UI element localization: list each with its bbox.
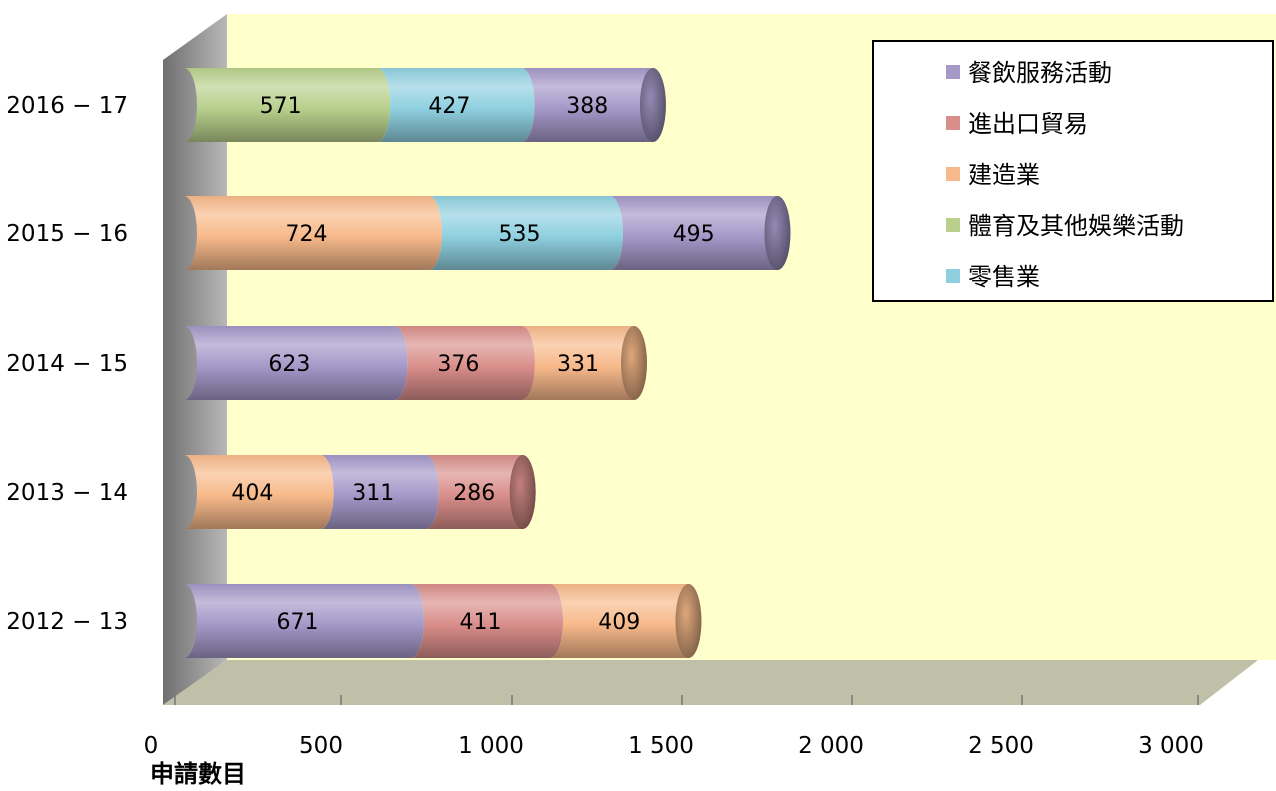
bar-end-cap (764, 196, 791, 270)
bar-value-label: 411 (460, 610, 502, 635)
bar-segment (609, 196, 791, 270)
legend-item: 進出口貿易 (946, 110, 1088, 138)
bar-value-label: 535 (498, 222, 540, 247)
legend-label: 建造業 (968, 161, 1040, 189)
x-axis-title: 申請數目 (150, 760, 246, 788)
legend-swatch (946, 269, 960, 283)
bar-value-label: 388 (566, 94, 608, 119)
y-tick-label: 2014 − 15 (6, 351, 128, 377)
bar-value-label: 495 (673, 222, 715, 247)
x-tick-label: 2 500 (968, 733, 1034, 759)
bar-value-label: 404 (231, 481, 273, 506)
bar-segment (411, 584, 564, 658)
bar-end-cap (620, 326, 647, 400)
bar-3: 724 535 495 (184, 196, 791, 270)
y-tick-label: 2016 − 17 (6, 93, 128, 119)
bar-value-label: 724 (285, 222, 327, 247)
legend-label: 餐飲服務活動 (968, 59, 1112, 87)
y-tick-label: 2015 − 16 (6, 221, 128, 247)
legend-swatch (946, 116, 960, 130)
x-tick-label: 0 (144, 733, 159, 759)
y-axis-labels: 2012 − 13 2013 − 14 2014 − 15 2015 − 16 2016… (6, 93, 128, 635)
legend-item: 零售業 (946, 263, 1040, 291)
bar-value-label: 427 (428, 94, 470, 119)
bar-4: 571 427 388 (184, 68, 666, 142)
bar-segment (184, 68, 391, 142)
x-tick-label: 2 000 (798, 733, 864, 759)
legend-swatch (946, 218, 960, 232)
bar-segment (428, 196, 623, 270)
bar-segment (377, 68, 535, 142)
bar-segment (425, 455, 536, 529)
bar-value-label: 571 (260, 94, 302, 119)
x-tick-label: 500 (299, 733, 343, 759)
bar-segment (184, 196, 442, 270)
bar-value-label: 623 (268, 352, 310, 377)
bar-segment (521, 326, 647, 400)
x-axis-labels: 0 500 1 000 1 500 2 000 2 500 3 000 (144, 733, 1204, 759)
bar-value-label: 376 (437, 352, 479, 377)
bar-segment (394, 326, 535, 400)
x-tick-label: 1 000 (458, 733, 524, 759)
bar-end-cap (639, 68, 666, 142)
bar-end-cap (509, 455, 536, 529)
bar-value-label: 311 (352, 481, 394, 506)
bars: 671 411 409 404 311 286 623 376 331 724 535 495 571 4… (184, 68, 791, 658)
bar-segment (184, 455, 334, 529)
bar-value-label: 671 (277, 610, 319, 635)
bar-segment (184, 584, 425, 658)
legend-item: 建造業 (946, 161, 1040, 189)
bar-value-label: 331 (557, 352, 599, 377)
x-axis-ticks (174, 695, 1199, 705)
legend-swatch (946, 167, 960, 181)
bar-segment (184, 326, 408, 400)
bar-segment (320, 455, 439, 529)
legend-label: 零售業 (968, 263, 1040, 291)
y-tick-label: 2013 − 14 (6, 480, 128, 506)
side-wall (163, 14, 227, 705)
legend-label: 體育及其他娛樂活動 (968, 212, 1184, 240)
bar-end-cap (675, 584, 702, 658)
legend-item: 餐飲服務活動 (946, 59, 1112, 87)
floor (163, 660, 1258, 705)
x-tick-label: 1 500 (628, 733, 694, 759)
bar-2: 623 376 331 (184, 326, 647, 400)
bar-0: 671 411 409 (184, 584, 702, 658)
legend-label: 進出口貿易 (968, 110, 1088, 138)
bar-value-label: 409 (598, 610, 640, 635)
legend-box (872, 40, 1274, 302)
bar-1: 404 311 286 (184, 455, 536, 529)
y-tick-label: 2012 − 13 (6, 609, 128, 635)
x-tick-label: 3 000 (1138, 733, 1204, 759)
bar-segment (521, 68, 666, 142)
legend-swatch (946, 65, 960, 79)
bar-segment (550, 584, 702, 658)
bar-value-label: 286 (453, 481, 495, 506)
legend-item: 體育及其他娛樂活動 (946, 212, 1184, 240)
